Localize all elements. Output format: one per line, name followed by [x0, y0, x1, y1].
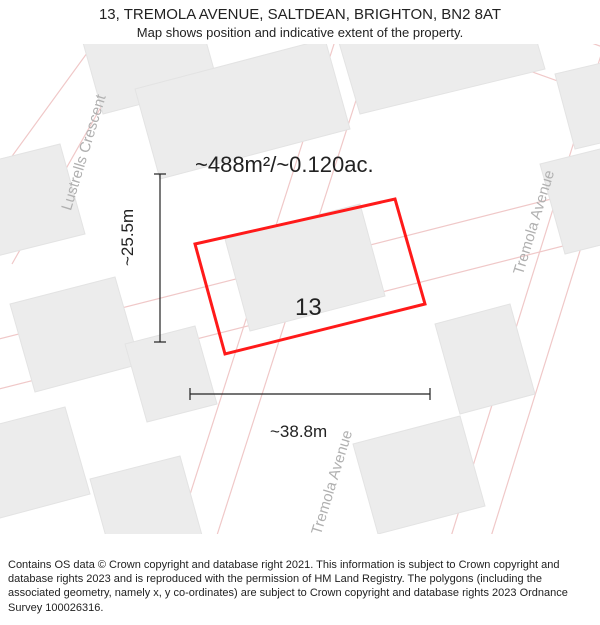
header: 13, TREMOLA AVENUE, SALTDEAN, BRIGHTON, …	[0, 0, 600, 41]
page-title: 13, TREMOLA AVENUE, SALTDEAN, BRIGHTON, …	[0, 6, 600, 25]
footer-copyright: Contains OS data © Crown copyright and d…	[0, 552, 600, 625]
page-subtitle: Map shows position and indicative extent…	[0, 25, 600, 41]
map-area: ~488m²/~0.120ac. ~25.5m ~38.8m 13 Lustre…	[0, 44, 600, 534]
depth-label: ~25.5m	[118, 209, 138, 266]
property-number: 13	[295, 294, 322, 322]
width-label: ~38.8m	[270, 422, 327, 442]
area-label: ~488m²/~0.120ac.	[195, 152, 374, 178]
